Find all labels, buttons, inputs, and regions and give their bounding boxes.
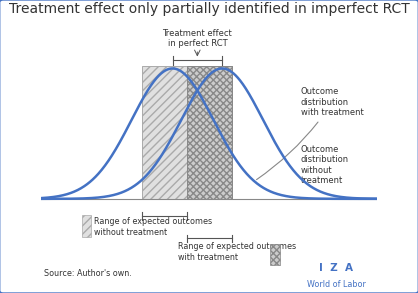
Text: Range of expected outcomes
without treatment: Range of expected outcomes without treat… — [94, 217, 212, 237]
Bar — [142, 66, 232, 199]
Text: Outcome
distribution
with treatment: Outcome distribution with treatment — [257, 87, 364, 180]
Bar — [270, 244, 280, 265]
Bar — [187, 66, 232, 199]
Text: Treatment effect
in perfect RCT: Treatment effect in perfect RCT — [163, 29, 232, 48]
Text: World of Labor: World of Labor — [306, 280, 365, 289]
Bar — [82, 215, 92, 237]
Text: Range of expected outcomes
with treatment: Range of expected outcomes with treatmen… — [178, 242, 296, 262]
Text: I  Z  A: I Z A — [319, 263, 353, 273]
Text: Treatment effect only partially identified in imperfect RCT: Treatment effect only partially identifi… — [9, 2, 409, 16]
Text: Source: Author's own.: Source: Author's own. — [44, 268, 132, 277]
Text: Outcome
distribution
without
treatment: Outcome distribution without treatment — [298, 145, 349, 185]
